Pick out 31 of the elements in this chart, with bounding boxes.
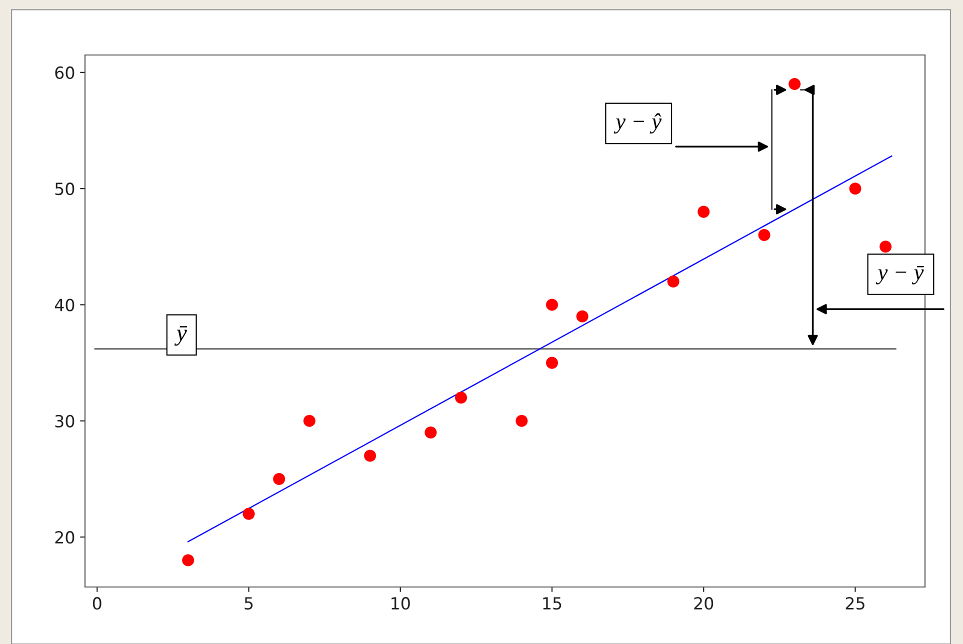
point [273,472,286,485]
y-tick-label: 60 [55,66,74,79]
point [698,206,710,218]
x-tick-label: 20 [694,597,714,610]
point [182,554,194,566]
y-tick-label: 50 [55,182,74,196]
x-tick-label: 15 [543,597,562,610]
ref-line-label: ȳ [174,326,188,346]
annotation: y − ȳ [876,266,924,284]
x-tick-label: 25 [846,597,864,610]
y-tick-label: 30 [55,414,74,428]
point [849,182,862,195]
point [303,414,316,427]
point [758,229,770,242]
point [546,298,558,311]
point [364,450,376,462]
point [667,275,680,288]
y-tick-label: 40 [54,298,74,312]
point [880,240,892,253]
y-tick-label: 20 [55,531,74,544]
x-tick-label: 0 [92,597,102,610]
point [242,508,255,520]
x-tick-label: 10 [392,597,410,610]
x-tick-label: 5 [244,597,253,610]
point [424,426,437,439]
point [546,356,558,369]
point [516,414,528,427]
point [788,78,801,90]
point [455,392,468,404]
point [576,310,588,322]
annotation: y − ŷ [614,113,662,134]
